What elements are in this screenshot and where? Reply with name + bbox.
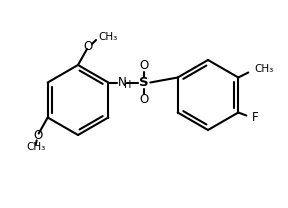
Text: CH₃: CH₃ xyxy=(254,64,274,74)
Text: N: N xyxy=(118,76,127,89)
Text: O: O xyxy=(83,41,93,53)
Text: F: F xyxy=(252,111,259,124)
Text: O: O xyxy=(140,59,149,72)
Text: CH₃: CH₃ xyxy=(26,142,45,152)
Text: H: H xyxy=(124,79,132,89)
Text: O: O xyxy=(33,129,42,142)
Text: S: S xyxy=(139,76,149,89)
Text: CH₃: CH₃ xyxy=(98,32,117,42)
Text: O: O xyxy=(140,93,149,106)
